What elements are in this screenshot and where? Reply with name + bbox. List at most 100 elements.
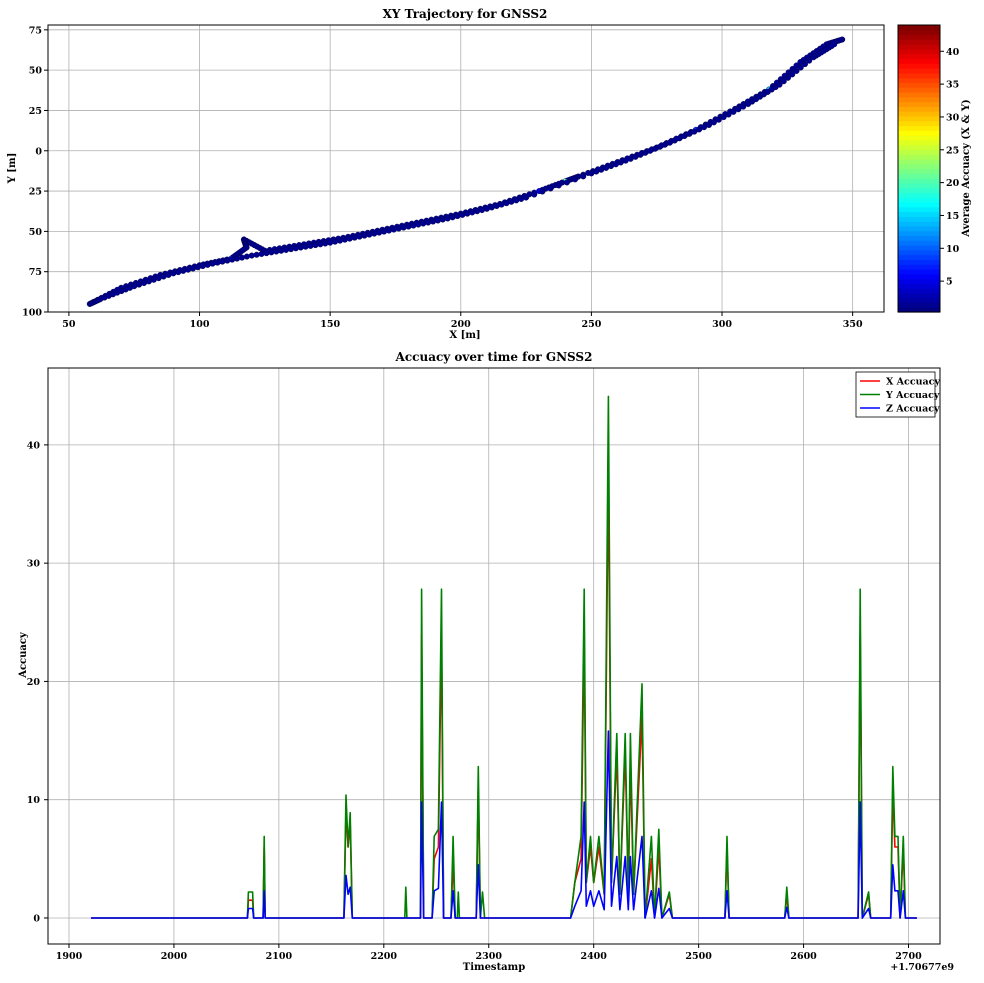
colorbar: 5 10 15 20 25 30 35 40 <box>897 24 960 313</box>
trajectory-point <box>789 71 796 78</box>
trajectory-point <box>563 179 570 186</box>
trajectory-point <box>390 226 397 233</box>
series-line-x-accuacy <box>91 467 917 919</box>
trajectory-point <box>234 255 241 262</box>
trajectory-point <box>784 74 791 81</box>
trajectory-point <box>376 229 383 236</box>
trajectory-ylabel: Y [m] <box>7 153 18 185</box>
trajectory-point <box>287 246 294 253</box>
trajectory-point <box>701 124 708 131</box>
trajectory-point <box>410 222 417 229</box>
trajectory-point <box>351 234 358 241</box>
colorbar-segment <box>898 230 940 237</box>
colorbar-segment <box>898 268 940 275</box>
colorbar-label: Average Accuacy (X & Y) <box>961 99 972 238</box>
colorbar-segment <box>898 125 940 131</box>
trajectory-point <box>209 260 216 267</box>
y-tick-label: 10 <box>27 795 41 806</box>
x-tick-label: 50 <box>62 319 76 330</box>
y-tick-label: 30 <box>27 559 41 570</box>
colorbar-segment <box>898 278 940 284</box>
colorbar-segment <box>898 197 940 203</box>
trajectory-point <box>539 188 546 195</box>
trajectory-point <box>801 61 808 68</box>
trajectory-point <box>322 240 329 247</box>
legend: X Accuacy Y Accuacy Z Accuacy <box>855 371 940 418</box>
trajectory-point <box>776 81 783 88</box>
colorbar-segment <box>898 77 940 83</box>
colorbar-segment <box>898 240 940 246</box>
trajectory-point <box>735 106 742 113</box>
colorbar-segment <box>898 68 940 74</box>
trajectory-point <box>780 78 787 85</box>
trajectory-point <box>705 121 712 128</box>
trajectory-point <box>720 114 727 121</box>
accuracy-xlabel: Timestamp <box>463 962 526 973</box>
y-tick-label: 50 <box>29 66 43 77</box>
trajectory-xlabel: X [m] <box>449 330 480 341</box>
colorbar-tick-label: 30 <box>946 112 960 123</box>
x-tick-label: 2500 <box>685 951 712 962</box>
colorbar-segment <box>898 163 940 170</box>
trajectory-point <box>243 253 250 260</box>
trajectory-point <box>189 265 196 272</box>
colorbar-segment <box>898 101 940 107</box>
trajectory-point <box>415 221 422 228</box>
x-tick-label: 2700 <box>895 951 922 962</box>
trajectory-point <box>430 218 437 225</box>
colorbar-segment <box>898 149 940 155</box>
trajectory-point <box>572 176 579 183</box>
trajectory-point <box>715 116 722 123</box>
trajectory-point <box>580 173 587 180</box>
y-tick-label: 0 <box>33 913 40 924</box>
colorbar-segment <box>898 221 940 227</box>
colorbar-segment <box>898 307 940 313</box>
colorbar-segment <box>898 139 940 146</box>
y-tick-label: 100 <box>22 308 42 319</box>
trajectory-point <box>312 242 319 249</box>
trajectory-point <box>793 67 800 74</box>
trajectory-point <box>666 139 673 146</box>
trajectory-point <box>459 211 466 218</box>
colorbar-segment <box>898 297 940 304</box>
trajectory-point <box>292 245 299 252</box>
trajectory-point <box>278 247 285 254</box>
trajectory-point <box>371 230 378 237</box>
colorbar-segment <box>898 53 940 60</box>
colorbar-tick-label: 25 <box>946 145 959 156</box>
x-tick-label: 350 <box>843 319 863 330</box>
trajectory-point <box>449 214 456 221</box>
trajectory-point <box>395 225 402 232</box>
legend-label: Z Accuacy <box>886 404 940 415</box>
trajectory-point <box>676 135 683 142</box>
colorbar-tick-label: 40 <box>946 47 960 58</box>
colorbar-segment <box>898 182 940 189</box>
colorbar-segment <box>898 135 940 141</box>
y-tick-label: 25 <box>29 187 42 198</box>
colorbar-tick-label: 35 <box>946 80 959 91</box>
x-tick-label: 250 <box>581 319 601 330</box>
trajectory-point <box>425 219 432 226</box>
trajectory-point <box>219 258 226 265</box>
colorbar-segment <box>898 273 940 280</box>
colorbar-segment <box>898 173 940 179</box>
trajectory-point <box>185 266 192 273</box>
trajectory-point <box>740 103 747 110</box>
trajectory-point <box>686 130 693 137</box>
series-line-y-accuacy <box>91 395 917 919</box>
colorbar-segment <box>898 115 940 122</box>
trajectory-point <box>361 232 368 239</box>
colorbar-segment <box>898 249 940 256</box>
colorbar-segment <box>898 216 940 222</box>
plot-frame <box>47 367 941 945</box>
y-tick-label: 75 <box>29 25 42 36</box>
accuracy-x-offset: +1.70677e9 <box>890 962 954 973</box>
colorbar-tick-label: 20 <box>946 178 960 189</box>
trajectory-point <box>229 256 236 263</box>
legend-label: Y Accuacy <box>885 390 940 401</box>
y-tick-label: 25 <box>29 106 42 117</box>
colorbar-segment <box>898 44 940 50</box>
colorbar-segment <box>898 82 940 88</box>
y-tick-label: 20 <box>27 677 41 688</box>
